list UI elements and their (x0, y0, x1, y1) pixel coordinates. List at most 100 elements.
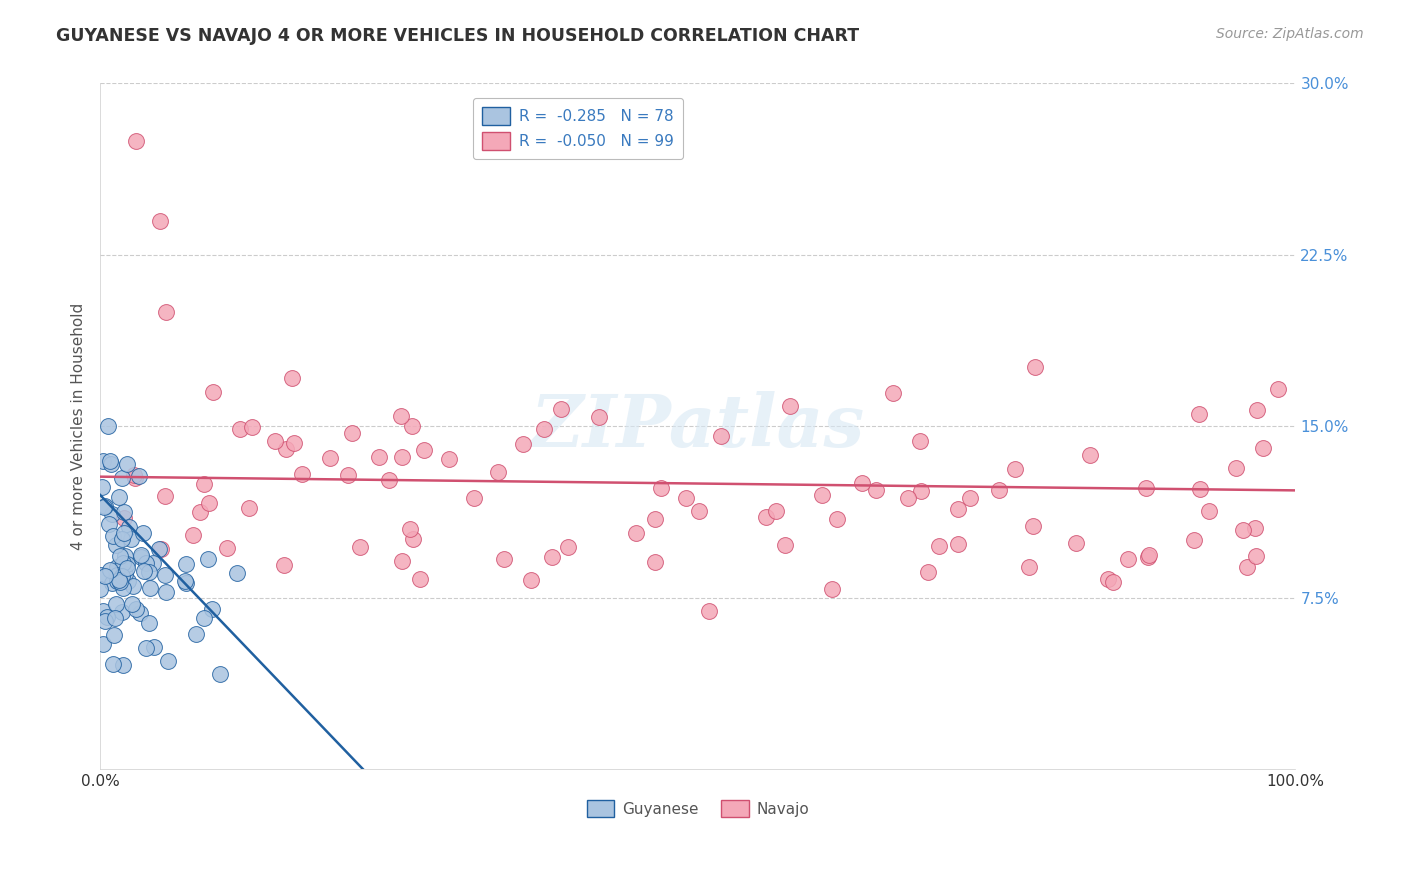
Point (624, 525, 647, 540)
Point (765, 504, 787, 518)
Point (90, 568, 112, 582)
Point (391, 553, 413, 567)
Point (851, 475, 873, 490)
Point (1236, 560, 1258, 574)
Point (188, 505, 211, 519)
Point (108, 573, 131, 587)
Point (540, 549, 562, 564)
Point (155, 305, 177, 319)
Point (89, 582, 111, 596)
Point (117, 520, 139, 534)
Point (114, 567, 136, 582)
Point (675, 491, 697, 505)
Point (291, 467, 314, 481)
Point (110, 568, 132, 582)
Point (1018, 559, 1040, 574)
Point (142, 557, 165, 571)
Point (124, 471, 146, 485)
Point (1225, 461, 1247, 475)
Point (115, 457, 138, 471)
Point (181, 528, 204, 542)
Point (810, 488, 832, 502)
Point (1021, 519, 1043, 533)
Point (1024, 360, 1046, 375)
Point (389, 409, 412, 423)
Point (1244, 521, 1267, 535)
Point (368, 450, 391, 464)
Point (111, 471, 134, 485)
Point (129, 549, 152, 564)
Point (650, 481, 672, 495)
Point (409, 572, 432, 586)
Point (917, 565, 939, 579)
Point (108, 490, 131, 504)
Point (184, 627, 207, 641)
Point (264, 434, 287, 448)
Legend: Guyanese, Navajo: Guyanese, Navajo (581, 794, 815, 823)
Point (1078, 448, 1101, 462)
Point (209, 666, 232, 681)
Point (688, 504, 710, 518)
Point (1102, 574, 1125, 589)
Point (821, 582, 844, 596)
Point (882, 386, 904, 401)
Point (105, 559, 128, 574)
Point (240, 420, 263, 434)
Point (94, 500, 117, 514)
Point (104, 538, 127, 552)
Point (174, 574, 197, 589)
Point (111, 569, 134, 583)
Point (122, 467, 145, 482)
Point (201, 384, 224, 399)
Point (486, 466, 509, 480)
Point (103, 657, 125, 671)
Point (93, 500, 115, 515)
Point (755, 509, 778, 524)
Point (176, 557, 198, 571)
Point (948, 536, 970, 550)
Point (827, 512, 849, 526)
Point (197, 552, 219, 566)
Point (1097, 572, 1119, 586)
Point (143, 640, 166, 655)
Point (228, 422, 250, 436)
Point (1188, 407, 1211, 421)
Point (946, 502, 969, 516)
Point (91, 454, 114, 468)
Point (1182, 533, 1205, 548)
Point (128, 468, 150, 483)
Point (105, 597, 128, 611)
Point (391, 450, 413, 464)
Point (533, 422, 555, 436)
Point (378, 474, 401, 488)
Point (512, 437, 534, 451)
Point (156, 653, 179, 667)
Point (349, 540, 371, 554)
Point (644, 512, 666, 526)
Point (779, 399, 801, 413)
Point (125, 601, 148, 615)
Point (928, 539, 950, 553)
Point (174, 576, 197, 591)
Point (112, 581, 135, 595)
Point (280, 371, 302, 385)
Point (520, 574, 543, 588)
Point (112, 511, 135, 525)
Point (1198, 504, 1220, 518)
Point (1135, 482, 1157, 496)
Point (959, 491, 981, 506)
Point (198, 496, 221, 510)
Point (1136, 550, 1159, 565)
Point (283, 435, 305, 450)
Point (340, 426, 363, 441)
Point (139, 581, 162, 595)
Point (155, 585, 177, 599)
Point (114, 549, 136, 563)
Point (135, 556, 157, 570)
Point (910, 484, 932, 499)
Point (148, 541, 170, 556)
Point (94, 568, 117, 582)
Point (274, 442, 297, 456)
Point (226, 566, 249, 580)
Point (273, 558, 295, 573)
